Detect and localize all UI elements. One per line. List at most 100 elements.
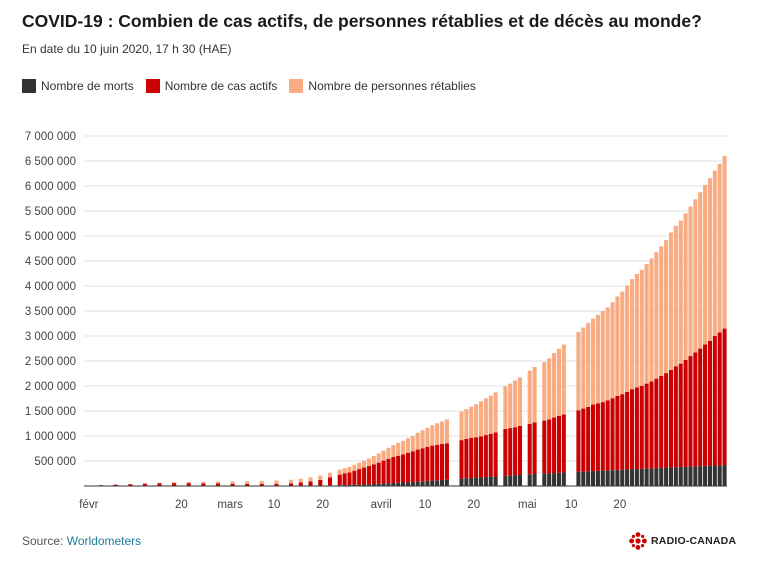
bar-recovered bbox=[259, 480, 264, 484]
legend-item-deaths[interactable]: Nombre de morts bbox=[22, 79, 134, 93]
bar-recovered bbox=[410, 436, 415, 452]
bar-deaths bbox=[478, 477, 484, 486]
y-tick-label: 5 000 000 bbox=[25, 231, 76, 243]
x-tick-label: mars bbox=[217, 499, 243, 511]
legend-label-recovered: Nombre de personnes rétablies bbox=[308, 79, 476, 93]
legend-item-active[interactable]: Nombre de cas actifs bbox=[145, 79, 278, 93]
y-tick-label: 5 500 000 bbox=[25, 206, 76, 218]
bar-recovered bbox=[478, 401, 484, 437]
bar-deaths bbox=[415, 481, 420, 486]
bar-recovered bbox=[430, 425, 435, 446]
bar-deaths bbox=[693, 466, 698, 486]
bar-recovered bbox=[517, 377, 523, 426]
bar-deaths bbox=[629, 469, 635, 486]
bar-recovered bbox=[440, 421, 445, 445]
bar-active bbox=[410, 451, 415, 482]
bar-active bbox=[337, 474, 342, 486]
bar-active bbox=[625, 391, 630, 470]
y-tick-label: 1 000 000 bbox=[25, 431, 76, 443]
bar-recovered bbox=[459, 411, 464, 441]
bar-active bbox=[649, 381, 654, 469]
bar-active bbox=[415, 449, 420, 482]
bar-active bbox=[722, 328, 727, 466]
bar-recovered bbox=[308, 477, 313, 482]
bar-active bbox=[318, 479, 323, 486]
bar-recovered bbox=[673, 225, 678, 367]
chart-title: COVID-19 : Combien de cas actifs, de per… bbox=[22, 11, 702, 31]
brand-logo: RADIO-CANADA bbox=[628, 531, 736, 551]
bar-deaths bbox=[352, 484, 357, 486]
bar-deaths bbox=[425, 480, 430, 486]
bar-deaths bbox=[644, 468, 649, 486]
bar-deaths bbox=[347, 484, 352, 486]
bar-active bbox=[435, 444, 440, 481]
bar-deaths bbox=[547, 473, 552, 486]
bar-recovered bbox=[620, 291, 625, 395]
bar-active bbox=[488, 433, 493, 477]
radio-canada-gem-icon bbox=[629, 532, 647, 550]
bar-active bbox=[459, 440, 464, 479]
bar-recovered bbox=[425, 427, 430, 447]
bar-active bbox=[527, 423, 532, 475]
bar-recovered bbox=[693, 199, 698, 353]
bar-active bbox=[703, 344, 708, 466]
bar-active bbox=[698, 348, 703, 467]
bar-recovered bbox=[327, 472, 333, 478]
legend-swatch-recovered bbox=[289, 79, 304, 93]
bar-recovered bbox=[503, 386, 508, 429]
legend-item-recovered[interactable]: Nombre de personnes rétablies bbox=[289, 79, 476, 93]
bar-recovered bbox=[532, 367, 537, 423]
bar-active bbox=[513, 427, 518, 476]
bar-deaths bbox=[595, 470, 600, 486]
bar-recovered bbox=[542, 362, 547, 421]
bar-recovered bbox=[444, 419, 449, 444]
bar-recovered bbox=[469, 406, 474, 438]
x-tick-label: 10 bbox=[419, 499, 432, 511]
bar-deaths bbox=[683, 466, 688, 486]
bar-recovered bbox=[493, 392, 498, 433]
y-tick-label: 4 500 000 bbox=[25, 256, 76, 268]
bar-active bbox=[639, 385, 644, 469]
bar-active bbox=[644, 383, 649, 469]
bar-recovered bbox=[712, 170, 717, 337]
bar-deaths bbox=[493, 476, 498, 486]
bar-active bbox=[707, 340, 712, 466]
bar-active bbox=[712, 336, 717, 466]
bar-active bbox=[327, 477, 333, 486]
legend: Nombre de morts Nombre de cas actifs Nom… bbox=[22, 79, 488, 93]
bar-active bbox=[474, 437, 479, 478]
bar-active bbox=[493, 432, 498, 477]
bar-active bbox=[113, 484, 118, 486]
bar-recovered bbox=[405, 438, 410, 453]
bar-deaths bbox=[610, 470, 615, 486]
bar-deaths bbox=[639, 468, 644, 486]
bar-recovered bbox=[381, 450, 386, 461]
bar-active bbox=[620, 394, 625, 470]
bar-recovered bbox=[707, 178, 712, 341]
bar-active bbox=[201, 483, 206, 486]
bar-active bbox=[396, 455, 401, 483]
bar-deaths bbox=[517, 474, 523, 486]
bar-recovered bbox=[644, 264, 649, 384]
bar-recovered bbox=[629, 279, 635, 390]
bar-active bbox=[576, 410, 581, 472]
bar-active bbox=[186, 483, 191, 486]
bar-deaths bbox=[366, 484, 371, 486]
bar-active bbox=[172, 483, 177, 486]
legend-label-active: Nombre de cas actifs bbox=[164, 79, 278, 93]
bar-active bbox=[629, 389, 635, 470]
bar-active bbox=[654, 378, 659, 469]
bar-recovered bbox=[230, 481, 235, 484]
bar-deaths bbox=[664, 467, 669, 486]
bar-active bbox=[668, 369, 674, 468]
bar-active bbox=[478, 436, 484, 478]
bar-active bbox=[464, 438, 469, 479]
bar-deaths bbox=[362, 484, 367, 486]
bar-active bbox=[664, 373, 669, 468]
bar-recovered bbox=[186, 481, 191, 484]
bar-active bbox=[230, 483, 235, 486]
bar-recovered bbox=[396, 442, 401, 456]
bar-deaths bbox=[576, 471, 581, 486]
source-link[interactable]: Worldometers bbox=[66, 534, 142, 548]
